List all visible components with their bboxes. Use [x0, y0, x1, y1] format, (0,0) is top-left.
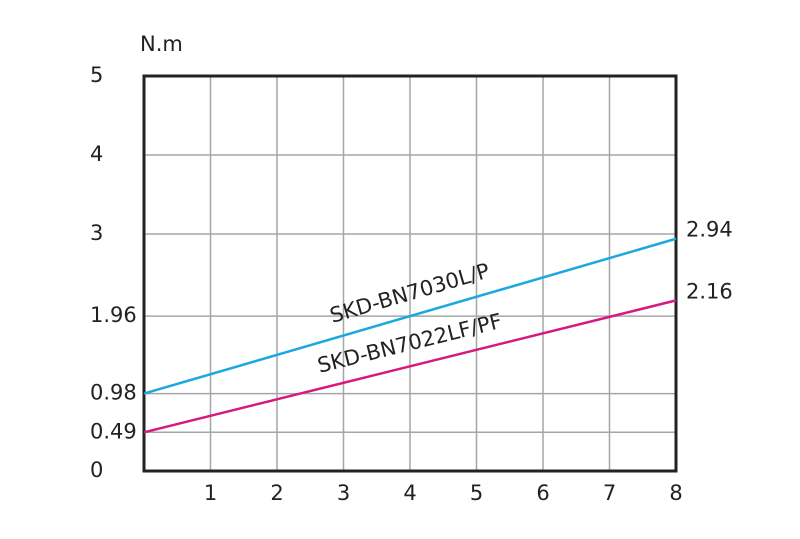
x-tick-label: 3 — [337, 481, 350, 505]
x-tick-label: 5 — [470, 481, 483, 505]
series-line — [143, 237, 677, 395]
x-tick-label: 6 — [536, 481, 549, 505]
y-tick-label: 0.49 — [90, 419, 137, 443]
y-tick-label: 3 — [90, 221, 103, 245]
y-tick-label: 4 — [90, 142, 103, 166]
value-label: 2.94 — [686, 218, 733, 242]
x-tick-label: 7 — [603, 481, 616, 505]
y-tick-label: 0 — [90, 458, 103, 482]
x-tick-label: 8 — [669, 481, 682, 505]
series-line — [143, 299, 677, 434]
x-tick-label: 1 — [204, 481, 217, 505]
y-tick-label: 1.96 — [90, 303, 137, 327]
plot-frame — [142, 74, 678, 473]
y-axis-label: N.m — [140, 32, 183, 56]
x-tick-label: 2 — [270, 481, 283, 505]
value-label: 2.16 — [686, 279, 733, 303]
y-tick-label: 0.98 — [90, 381, 137, 405]
x-tick-label: 4 — [403, 481, 416, 505]
y-tick-label: 5 — [90, 63, 103, 87]
